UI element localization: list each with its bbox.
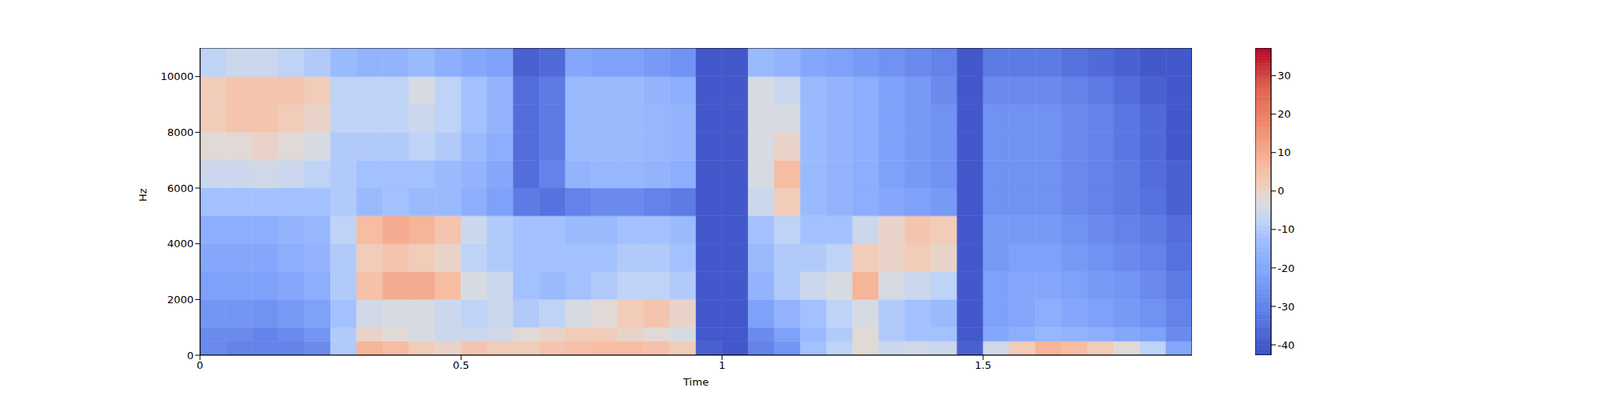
svg-text:4000: 4000 xyxy=(167,237,194,250)
svg-text:30: 30 xyxy=(1277,69,1292,82)
svg-text:20: 20 xyxy=(1277,108,1292,120)
svg-text:-10: -10 xyxy=(1277,223,1295,236)
svg-text:0: 0 xyxy=(1277,184,1284,197)
svg-text:0.5: 0.5 xyxy=(452,359,470,372)
svg-text:8000: 8000 xyxy=(167,126,194,139)
svg-text:1: 1 xyxy=(718,359,725,372)
svg-text:-30: -30 xyxy=(1277,300,1295,313)
svg-text:0: 0 xyxy=(187,349,194,362)
svg-text:1.5: 1.5 xyxy=(975,359,992,372)
svg-text:-40: -40 xyxy=(1277,339,1295,352)
svg-text:-20: -20 xyxy=(1277,262,1295,275)
svg-text:Time: Time xyxy=(682,376,709,388)
svg-text:Hz: Hz xyxy=(136,188,149,202)
svg-text:2000: 2000 xyxy=(167,293,194,306)
svg-text:10000: 10000 xyxy=(160,70,194,83)
svg-text:10: 10 xyxy=(1277,146,1292,159)
svg-text:6000: 6000 xyxy=(167,182,194,195)
svg-text:0: 0 xyxy=(196,359,204,372)
